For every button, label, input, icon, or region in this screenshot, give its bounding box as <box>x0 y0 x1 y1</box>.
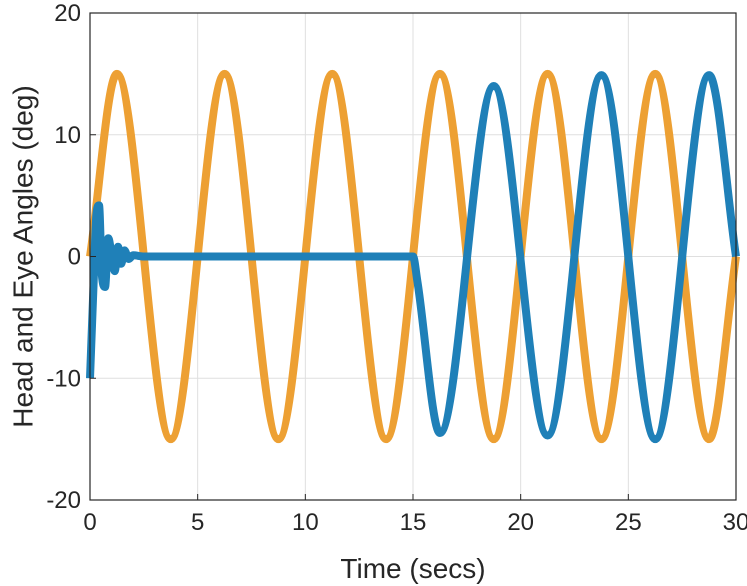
x-tick-label: 25 <box>615 509 642 536</box>
y-tick-label: 20 <box>54 0 81 27</box>
series-lines <box>86 69 740 444</box>
x-tick-label: 20 <box>507 509 534 536</box>
x-tick-label: 5 <box>191 509 204 536</box>
x-tick-label: 10 <box>292 509 319 536</box>
y-tick-label: 10 <box>54 122 81 149</box>
y-tick-label: -10 <box>46 365 81 392</box>
y-tick-label: 0 <box>68 244 81 271</box>
x-tick-label: 15 <box>400 509 427 536</box>
series-line-2 <box>86 71 740 444</box>
x-tick-label: 30 <box>723 509 747 536</box>
x-axis-title: Time (secs) <box>340 553 485 584</box>
ticks: 0 5 10 15 20 25 30 -20 -10 0 10 20 <box>46 0 747 536</box>
x-tick-label: 0 <box>83 509 96 536</box>
y-tick-label: -20 <box>46 487 81 514</box>
y-axis-title: Head and Eye Angles (deg) <box>7 85 38 427</box>
